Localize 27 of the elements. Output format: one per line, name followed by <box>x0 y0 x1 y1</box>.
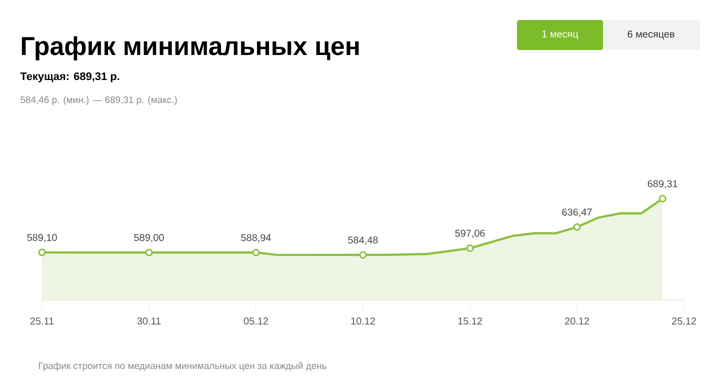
point <box>38 248 46 256</box>
text: 1 месяц <box>542 30 578 40</box>
data-label: 589,10 <box>27 234 57 242</box>
x-tick-label: 15.12 <box>458 318 482 325</box>
point <box>573 223 581 231</box>
annotation: График строится по медианам минимальных цен за каждый день <box>38 362 326 371</box>
point <box>145 248 153 256</box>
text: 6 месяцев <box>628 30 674 40</box>
x-tick-label: 25.11 <box>30 318 54 325</box>
data-label: 584,48 <box>348 236 378 245</box>
data-label: 589,00 <box>134 234 164 242</box>
point <box>252 248 260 256</box>
x-tick-label: 30.11 <box>137 318 161 325</box>
data-label: 588,94 <box>241 234 271 242</box>
x-tick-label: 20.12 <box>565 318 589 325</box>
point <box>466 244 474 252</box>
data-label: 636,47 <box>562 208 592 217</box>
data-label: 689,31 <box>648 180 678 188</box>
point <box>359 251 367 259</box>
x-tick-label: 25.12 <box>672 318 696 325</box>
point <box>658 194 666 202</box>
chart-title: График минимальных цен <box>22 36 359 60</box>
x-tick-label: 05.12 <box>244 318 268 325</box>
x-tick-label: 10.12 <box>351 318 375 325</box>
chart-subtitle: Текущая: 689,31 р. <box>20 72 120 82</box>
text: 584,46 р. (мин.) — 689,31 р. (макс.) <box>20 96 177 105</box>
data-label: 597,06 <box>455 230 485 238</box>
